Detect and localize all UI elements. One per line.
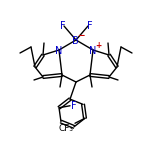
Text: −: − xyxy=(77,31,85,40)
Text: CF₃: CF₃ xyxy=(59,124,74,133)
Text: F: F xyxy=(71,101,77,111)
Text: N: N xyxy=(89,45,97,55)
Text: N: N xyxy=(55,45,63,55)
Text: F: F xyxy=(60,21,66,31)
Text: +: + xyxy=(95,40,101,50)
Text: F: F xyxy=(87,21,93,31)
Text: B: B xyxy=(72,36,78,45)
